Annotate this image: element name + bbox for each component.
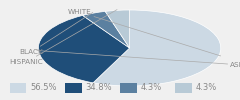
Text: WHITE: WHITE xyxy=(67,9,221,56)
Text: 4.3%: 4.3% xyxy=(196,84,217,92)
Wedge shape xyxy=(38,15,130,83)
Wedge shape xyxy=(83,11,130,48)
FancyBboxPatch shape xyxy=(175,83,192,93)
Text: 4.3%: 4.3% xyxy=(140,84,162,92)
Wedge shape xyxy=(93,10,221,86)
Text: ASIAN: ASIAN xyxy=(37,50,240,68)
Text: HISPANIC: HISPANIC xyxy=(9,10,117,65)
Text: 56.5%: 56.5% xyxy=(30,84,56,92)
Wedge shape xyxy=(105,10,130,48)
Text: 34.8%: 34.8% xyxy=(85,84,112,92)
FancyBboxPatch shape xyxy=(10,83,26,93)
FancyBboxPatch shape xyxy=(120,83,137,93)
Text: BLACK: BLACK xyxy=(19,12,93,55)
FancyBboxPatch shape xyxy=(65,83,82,93)
